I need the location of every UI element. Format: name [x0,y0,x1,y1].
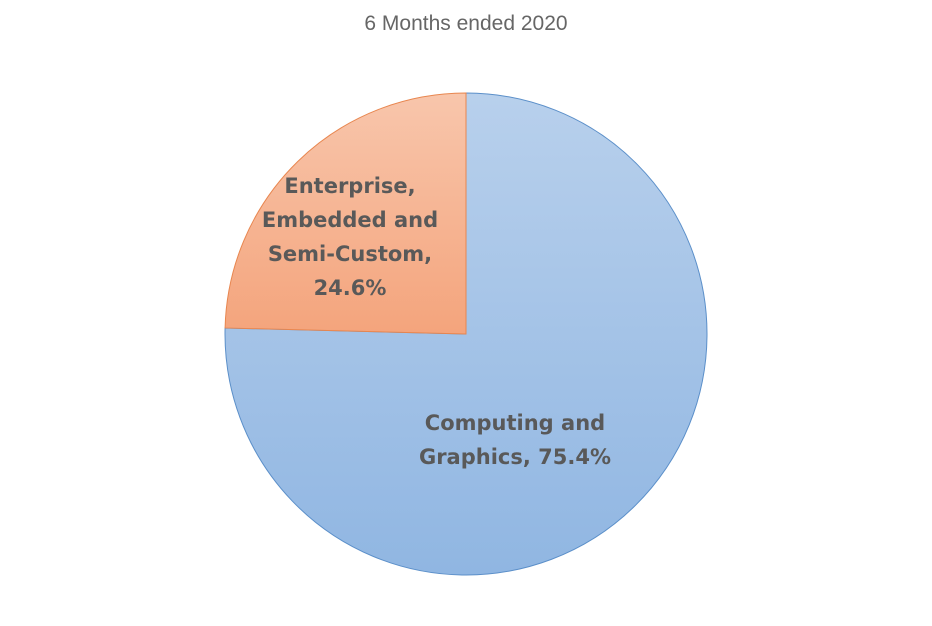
data-label-line: Graphics, 75.4% [419,445,611,469]
data-label-line: Enterprise, [284,174,415,198]
data-label-line: Semi-Custom, [268,242,432,266]
data-label-computing-and-graphics: Computing and Graphics, 75.4% [419,411,611,469]
pie-slice-enterprise-embedded-and-semi-custom [224,92,467,335]
data-label-line: 24.6% [314,276,387,300]
data-label-line: Computing and [425,411,605,435]
data-label-line: Embedded and [262,208,438,232]
data-label-enterprise-embedded-and-semi-custom: Enterprise, Embedded and Semi-Custom, 24.6% [262,174,438,300]
chart-title: 6 Months ended 2020 [364,12,568,35]
